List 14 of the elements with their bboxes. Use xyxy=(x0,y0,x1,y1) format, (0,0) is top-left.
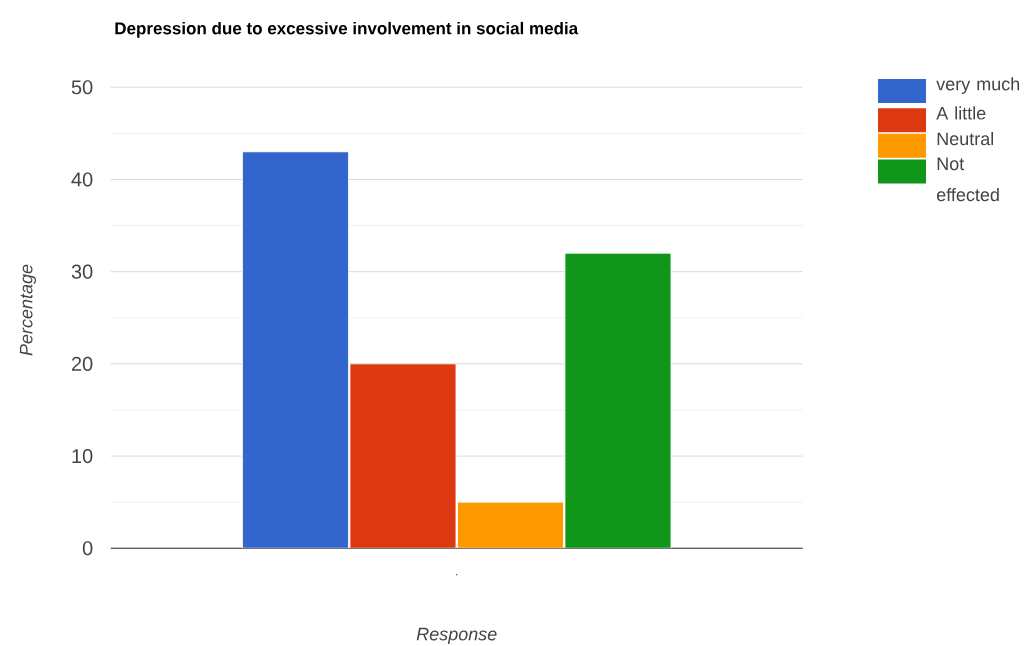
y-tick-label: 30 xyxy=(71,264,93,279)
y-tick-label: 50 xyxy=(71,80,93,95)
y-axis-title: Percentage xyxy=(19,264,37,356)
chart-title: Depression due to excessive involvement in social media xyxy=(115,21,579,38)
legend-label: Not effected xyxy=(936,157,999,202)
y-tick-label: 20 xyxy=(71,356,93,371)
legend-label: Neutral xyxy=(937,131,994,146)
y-tick-label: 0 xyxy=(82,541,93,556)
legend-label: very much xyxy=(936,77,1020,94)
y-tick-label: 40 xyxy=(71,172,93,187)
x-axis-title: Response xyxy=(416,627,497,644)
legend-label: A little xyxy=(936,106,986,120)
x-tick-label: . xyxy=(456,574,458,576)
y-tick-label: 10 xyxy=(72,448,93,464)
